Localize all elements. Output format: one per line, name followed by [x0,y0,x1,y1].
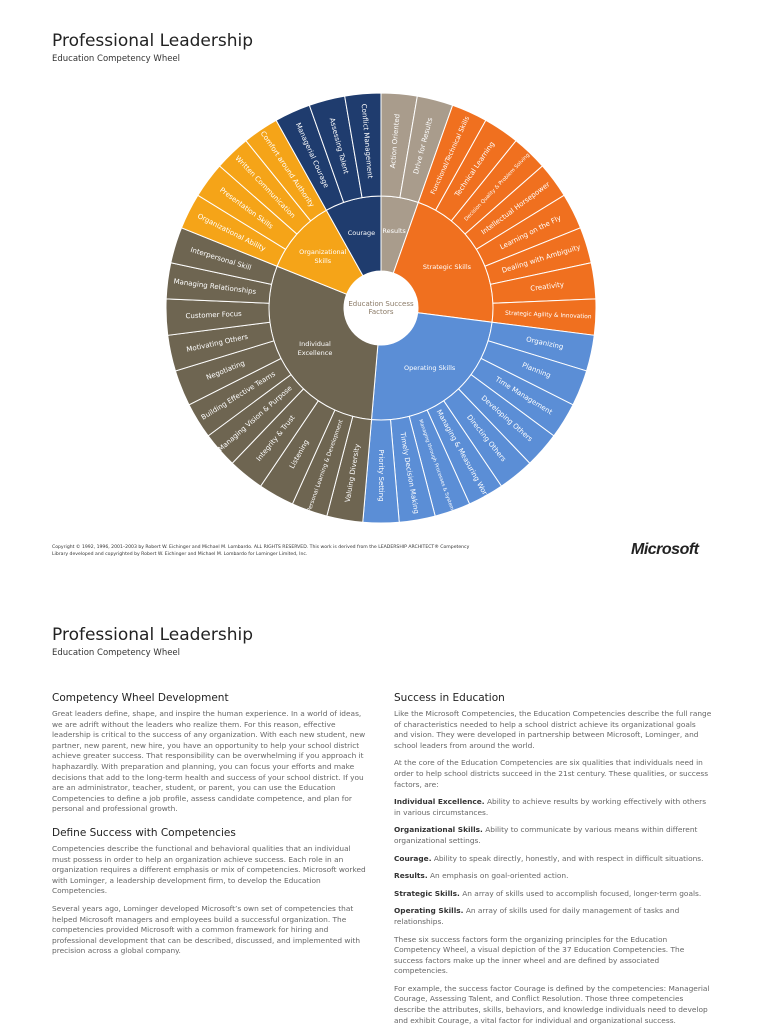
paragraph: At the core of the Education Competencie… [394,758,709,789]
paragraph: Like the Microsoft Competencies, the Edu… [394,709,712,750]
factor: Results. An emphasis on goal-oriented ac… [394,871,712,882]
factor-text: Ability to communicate by various means … [394,825,698,845]
factor-term: Results. [394,871,428,881]
factor-label: Courage [347,228,376,237]
factor-text: An array of skills used for daily manage… [394,906,680,926]
factor-label: Organizational Skills [299,248,347,265]
paragraph: Great leaders define, shape, and inspire… [52,709,366,814]
paragraph: These six success factors form the organ… [394,934,685,976]
factor-text: An array of skills used to accomplish fo… [462,888,702,898]
paragraph: Competencies describe the functional and… [52,843,366,896]
competency-segment [344,92,382,199]
factor-term: Organizational Skills. [394,825,483,835]
center-circle [344,271,418,345]
center-label-box: Education Success Factors [348,299,414,317]
factor-term: Courage. [394,853,432,863]
competency-label: Priority Setting [377,449,385,501]
logo: Microsoft [631,541,699,558]
subtitle: Education Competency Wheel [52,54,181,64]
factor-text: An emphasis on goal-oriented action. [430,871,569,881]
factor: Operating Skills. An array of skills use… [394,906,712,927]
factor-label: Results [382,227,406,236]
factor-label-box: Organizational Skills [299,248,347,265]
competency-label: Customer Focus [185,310,242,320]
factor-label: Operating Skills [404,364,456,373]
factor: Strategic Skills. An array of skills use… [394,889,712,900]
paragraph: For example, the success factor Courage … [394,983,710,1025]
center-label: Education Success Factors [348,299,414,317]
factor-label: Strategic Skills [422,263,472,272]
competency-label: Strategic Agility & Innovation [505,311,592,321]
factor-term: Strategic Skills. [394,888,460,898]
factor: Courage. Ability to speak directly, hone… [394,854,712,865]
factor-label-box: Results [382,227,406,236]
factor-term: Individual Excellence. [394,797,485,807]
title: Professional Leadership [52,31,254,51]
paragraph: Several years ago, Lominger developed Mi… [52,903,361,956]
copyright: Copyright © 1992, 1996, 2001–2003 by Rob… [52,545,470,557]
heading: Success in Education [394,692,505,704]
factor-list: Individual Excellence. Ability to achiev… [394,797,712,927]
competency-wheel: Action Oriented Drive for ResultsResultsF… [165,92,597,524]
factor: Organizational Skills. Ability to commun… [394,825,712,846]
heading: Competency Wheel Development [52,692,229,704]
factor-text: Ability to achieve results by working ef… [394,797,707,817]
left-column: Competency Wheel Development Great leade… [52,692,368,964]
factor: Individual Excellence. Ability to achiev… [394,797,712,818]
factor-label: Individual Excellence [297,340,333,357]
factor-label-box: Strategic Skills [422,263,472,272]
right-column: Success in Education Like the Microsoft … [394,692,712,1033]
title: Professional Leadership [52,625,254,645]
factor-label-box: Operating Skills [404,364,456,373]
factor-label-box: Individual Excellence [297,340,333,357]
factor-label-box: Courage [347,228,376,237]
factor-term: Operating Skills. [394,906,464,916]
subtitle: Education Competency Wheel [52,648,181,658]
heading: Define Success with Competencies [52,826,236,839]
factor-text: Ability to speak directly, honestly, and… [433,853,704,863]
